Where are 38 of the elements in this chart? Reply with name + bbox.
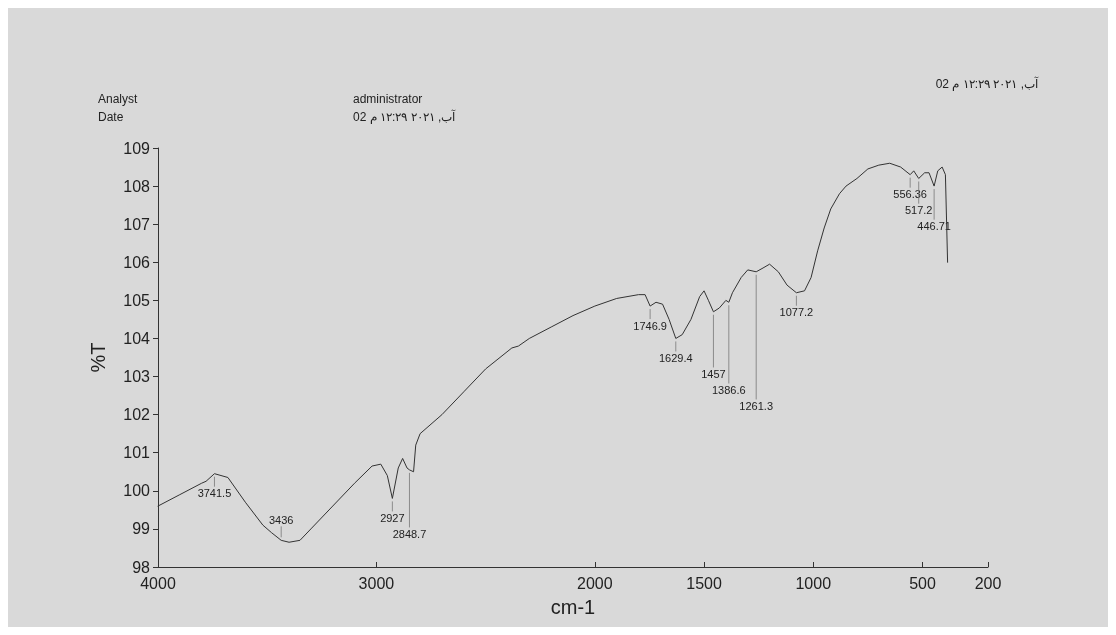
y-tick-label: 107 [123, 215, 151, 233]
annotation: 3436 [268, 513, 294, 526]
annotation: 1457 [701, 367, 726, 380]
y-tick-label: 99 [132, 520, 151, 538]
annotation: 1077.2 [779, 306, 814, 319]
y-tick-label: 106 [123, 253, 151, 271]
annotation: 2848.7 [392, 527, 427, 540]
y-tick-label: 101 [123, 444, 151, 462]
text: Analyst [98, 92, 139, 106]
y-tick-label: 104 [123, 329, 151, 347]
y-axis-title: %T [87, 342, 109, 373]
annotation: 1629.4 [658, 351, 693, 364]
annotation: 556.36 [893, 188, 927, 201]
text: آب, ٢٠٢١ ١٢:٢٩ م 02 [935, 76, 1040, 91]
y-tick-label: 103 [123, 368, 151, 386]
y-tick-label: 109 [123, 139, 151, 157]
x-tick-label: 500 [909, 574, 936, 592]
x-axis-title: cm-1 [550, 596, 596, 618]
y-tick-label: 98 [132, 558, 151, 576]
x-tick-label: 200 [974, 574, 1002, 592]
x-tick-label: 1000 [795, 574, 832, 592]
annotation: 1386.6 [711, 383, 746, 396]
annotation: 517.2 [904, 204, 933, 217]
text: administrator [353, 92, 423, 106]
x-tick-label: 3000 [358, 574, 395, 592]
annotation: 2927 [380, 511, 405, 524]
text: Date [98, 110, 124, 124]
annotation: 3741.5 [197, 487, 232, 500]
annotation: 1746.9 [633, 319, 667, 332]
y-tick-label: 105 [123, 291, 151, 309]
x-tick-label: 2000 [577, 574, 613, 592]
y-tick-label: 100 [123, 482, 151, 500]
y-tick-label: 108 [123, 177, 151, 195]
text: آب, ٢٠٢١ ١٢:٢٩ م 02 [353, 109, 457, 124]
x-tick-label: 4000 [140, 574, 176, 592]
y-tick-label: 102 [123, 406, 151, 424]
annotation: 1261.3 [739, 399, 774, 412]
x-tick-label: 1500 [686, 574, 722, 592]
